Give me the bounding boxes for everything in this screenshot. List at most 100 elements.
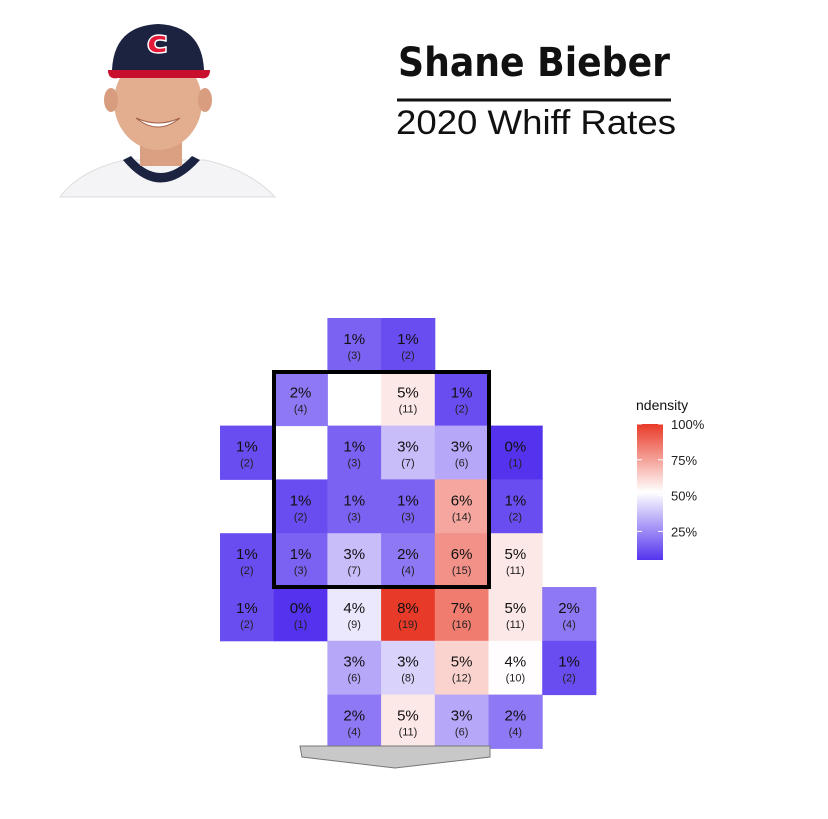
count-label: (2) [240,565,253,577]
heat-cell [434,587,489,642]
heat-cell [273,371,328,427]
whiff-rate-label: 1% [343,439,365,456]
whiff-rate-label: 2% [290,385,312,402]
whiff-rate-label: 1% [558,654,580,671]
count-label: (3) [348,350,361,362]
whiff-rate-label: 5% [451,654,473,671]
whiff-rate-label: 4% [343,600,365,617]
home-plate [299,745,491,769]
whiff-rate-label: 2% [505,708,527,725]
count-label: (4) [294,404,307,416]
count-label: (11) [399,727,418,739]
heat-cell [488,425,543,480]
legend-title: ndensity [636,397,688,413]
count-label: (2) [509,511,522,523]
player-photo [59,24,277,198]
count-label: (6) [348,673,361,685]
count-label: (15) [452,565,472,577]
count-label: (3) [348,458,361,470]
heat-cell [381,694,436,749]
heat-cell [488,694,543,749]
heat-cell [542,587,597,642]
count-label: (1) [294,619,307,631]
heat-cell [327,479,382,534]
count-label: (3) [294,565,307,577]
whiff-rate-label: 1% [397,331,419,348]
whiff-rate-label: 2% [558,600,580,617]
count-label: (1) [509,458,522,470]
heat-cell [434,533,489,588]
count-label: (2) [455,404,468,416]
heat-cell [488,640,543,696]
colorbar-ticks: 25% 50% 75% 100% [637,417,705,539]
count-label: (10) [506,673,526,685]
whiff-rate-label: 3% [343,654,365,671]
subtitle: 2020 Whiff Rates [396,104,676,142]
whiff-rate-label: 3% [397,654,419,671]
whiff-rate-label: 1% [290,546,312,563]
count-label: (3) [348,511,361,523]
heat-cell [434,479,489,534]
count-label: (7) [348,565,361,577]
heatmap: 1% (3) 1% (2) 2% (4) 5% (11) 1% (2) 1% (2) 1% (3) 3% (7… [220,318,597,749]
whiff-rate-label: 5% [397,708,419,725]
whiff-rate-label: 2% [397,546,419,563]
heat-cell [488,587,543,642]
heat-cell [381,318,436,373]
heat-cell [327,694,382,749]
heat-cell [220,425,275,480]
count-label: (6) [455,727,468,739]
heat-cell [381,371,436,427]
count-label: (2) [401,350,414,362]
heat-cell [327,640,382,696]
whiff-rate-label: 1% [290,492,312,509]
count-label: (2) [240,458,253,470]
whiff-rate-label: 3% [343,546,365,563]
whiff-rate-label: 1% [505,492,527,509]
colorbar [637,424,663,560]
heat-cell [488,479,543,534]
count-label: (14) [452,511,472,523]
whiff-rate-label: 1% [236,546,258,563]
colorbar-tick-label: 75% [671,453,697,468]
heat-cell [273,479,328,534]
heat-cell [273,533,328,588]
heat-cell [381,587,436,642]
count-label: (2) [294,511,307,523]
whiff-rate-label: 5% [505,600,527,617]
whiff-rate-label: 4% [505,654,527,671]
whiff-rate-label: 1% [236,439,258,456]
whiff-rate-label: 5% [505,546,527,563]
heat-cell [434,425,489,480]
colorbar-tick-label: 50% [671,489,697,504]
heat-cell [327,318,382,373]
count-label: (4) [509,727,522,739]
count-label: (4) [348,727,361,739]
heat-cell [327,533,382,588]
count-label: (19) [398,619,418,631]
whiff-rate-label: 6% [451,492,473,509]
whiff-rate-label: 2% [343,708,365,725]
title: Shane Bieber [398,40,670,86]
count-label: (2) [240,619,253,631]
whiff-rate-label: 1% [343,492,365,509]
colorbar-tick-label: 100% [671,417,705,432]
heat-cell [488,533,543,588]
heat-cell [434,371,489,427]
whiff-rate-label: 5% [397,385,419,402]
count-label: (11) [506,565,525,577]
heat-cell [327,425,382,480]
heat-cell [220,533,275,588]
count-label: (11) [399,404,418,416]
count-label: (11) [506,619,525,631]
whiff-rate-label: 8% [397,600,419,617]
whiff-rate-label: 1% [343,331,365,348]
heat-cell [381,640,436,696]
heat-cell [381,479,436,534]
whiff-rate-label: 0% [505,439,527,456]
heat-cell [327,587,382,642]
whiff-rate-label: 0% [290,600,312,617]
count-label: (7) [401,458,414,470]
whiff-rate-label: 1% [236,600,258,617]
whiff-rate-label: 1% [397,492,419,509]
